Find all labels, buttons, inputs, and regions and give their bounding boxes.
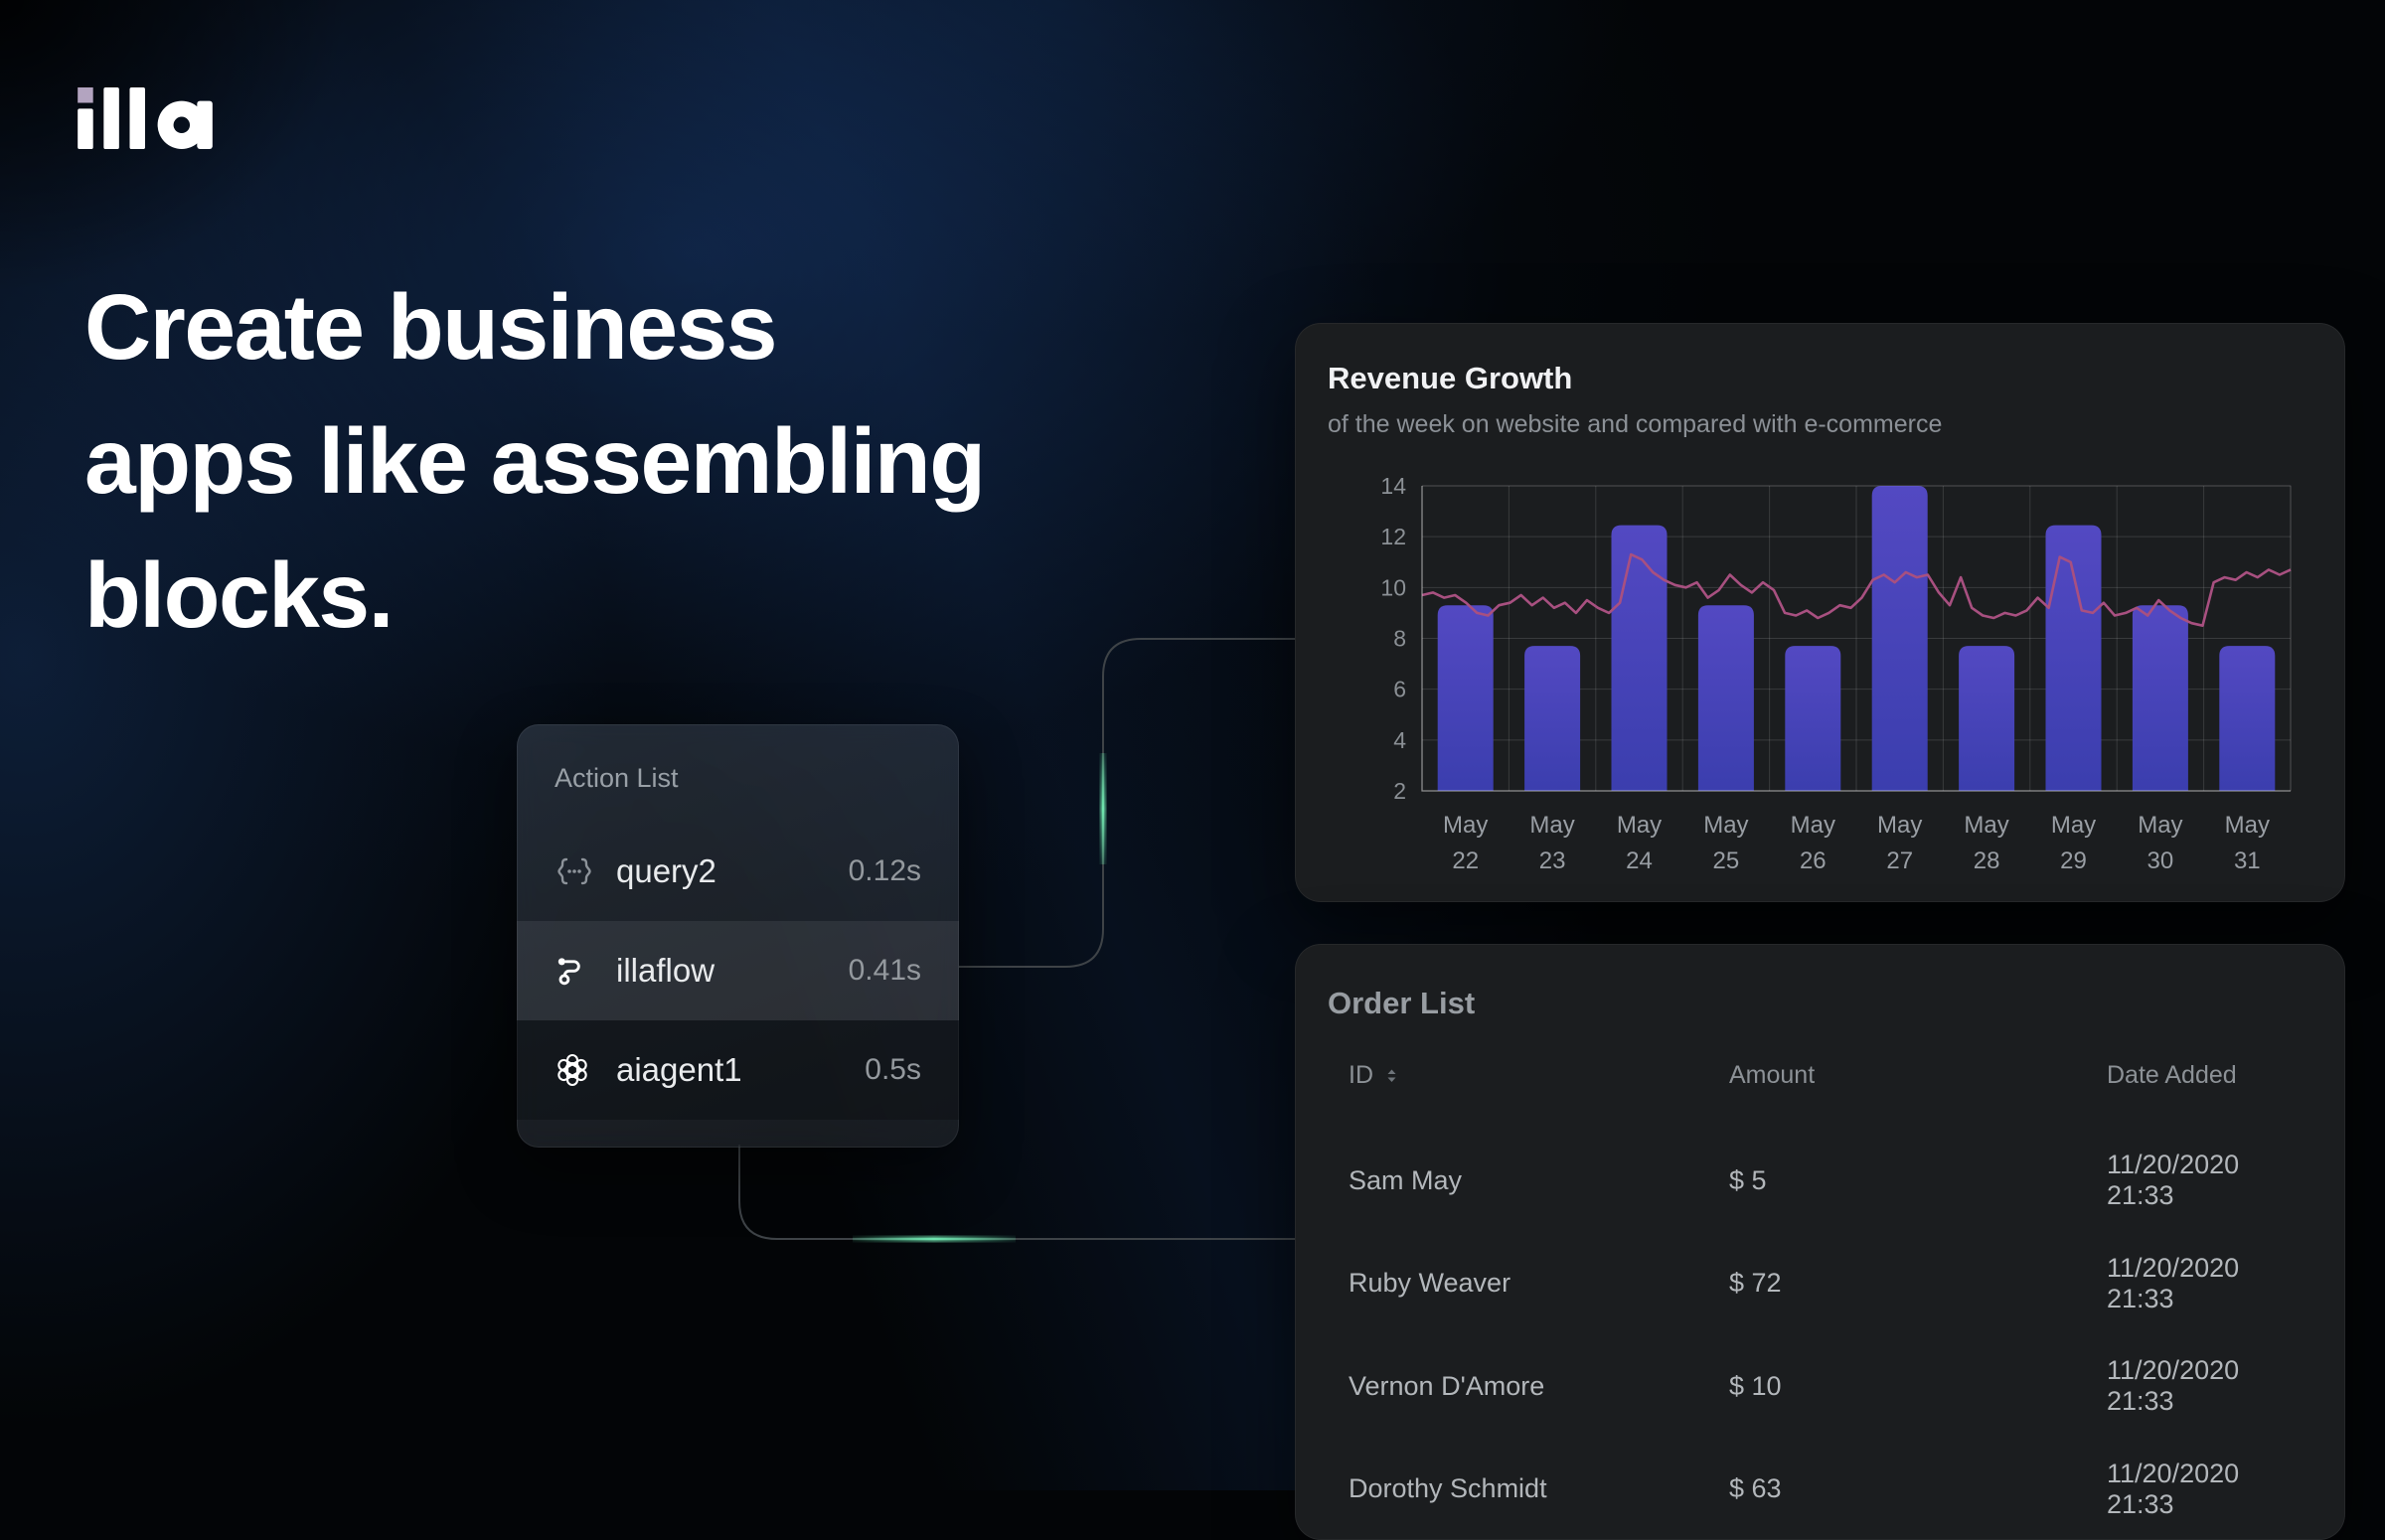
x-tick-month-28: May xyxy=(1964,812,2008,839)
hero-heading-line-1: Create business xyxy=(84,275,777,379)
x-tick-month-23: May xyxy=(1529,812,1574,839)
column-header-amount[interactable]: Amount xyxy=(1729,1061,1816,1089)
revenue-chart: 2468101214May22May23May24May25May26May27… xyxy=(1380,473,2292,874)
wire-to-revenue-chart xyxy=(959,638,1295,968)
action-list-panel: Action List query2 0.12s illaflow 0.41s … xyxy=(517,724,959,1148)
bar-may-31 xyxy=(2219,646,2276,791)
action-item-label: aiagent1 xyxy=(616,1051,742,1088)
wire-to-order-list xyxy=(738,1145,1295,1240)
y-tick-8: 8 xyxy=(1393,626,1406,652)
x-tick-day-23: 23 xyxy=(1539,847,1566,874)
revenue-card-title: Revenue Growth xyxy=(1328,361,1573,395)
column-header-date-added[interactable]: Date Added xyxy=(2107,1061,2237,1089)
x-tick-day-25: 25 xyxy=(1713,847,1740,874)
x-tick-day-31: 31 xyxy=(2234,847,2261,874)
order-cell-id: Ruby Weaver xyxy=(1349,1268,1511,1298)
order-cell-id: Sam May xyxy=(1349,1164,1463,1195)
order-list-panel: Order List ID Amount Date Added Sam May … xyxy=(1295,944,2345,1540)
plot-border xyxy=(1421,485,2292,792)
order-cell-amount: $ 5 xyxy=(1729,1164,1767,1195)
order-list-title: Order List xyxy=(1328,986,1476,1020)
bar-may-30 xyxy=(2132,605,2188,791)
sort-icon[interactable] xyxy=(1385,1068,1398,1084)
revenue-growth-panel: Revenue Growth of the week on website an… xyxy=(1295,323,2345,902)
action-list-item[interactable]: aiagent1 0.5s xyxy=(517,1020,959,1120)
order-cell-id: Vernon D'Amore xyxy=(1349,1370,1545,1401)
y-tick-12: 12 xyxy=(1380,524,1406,549)
x-tick-month-22: May xyxy=(1443,812,1488,839)
line-series-ecommerce xyxy=(1421,552,2292,628)
x-tick-day-26: 26 xyxy=(1800,847,1827,874)
hero-heading: Create business apps like assembling blo… xyxy=(84,260,986,663)
illaflow-flow-icon xyxy=(555,953,596,989)
bar-may-24 xyxy=(1611,525,1668,791)
bar-may-27 xyxy=(1871,486,1928,791)
order-table-row: Ruby Weaver $ 72 11/20/2020 21:33 xyxy=(1349,1253,2306,1314)
x-tick-month-24: May xyxy=(1617,812,1662,839)
x-tick-month-30: May xyxy=(2138,812,2182,839)
x-tick-month-27: May xyxy=(1877,812,1922,839)
bar-may-29 xyxy=(2045,525,2102,791)
action-item-label: illaflow xyxy=(616,952,716,989)
bar-may-28 xyxy=(1959,646,2015,791)
connector-wires xyxy=(738,638,1295,1243)
action-list-item[interactable]: query2 0.12s xyxy=(517,822,959,921)
x-tick-month-29: May xyxy=(2051,812,2096,839)
y-tick-10: 10 xyxy=(1380,574,1406,600)
bar-may-26 xyxy=(1785,646,1841,791)
y-tick-4: 4 xyxy=(1393,727,1406,753)
action-list-title: Action List xyxy=(555,762,679,793)
order-cell-date: 11/20/2020 21:33 xyxy=(2107,1355,2240,1416)
order-cell-id: Dorothy Schmidt xyxy=(1349,1473,1547,1503)
action-list-item[interactable]: illaflow 0.41s xyxy=(517,921,959,1020)
x-tick-day-24: 24 xyxy=(1626,847,1653,874)
revenue-card-subtitle: of the week on website and compared with… xyxy=(1328,410,1943,438)
action-item-duration: 0.41s xyxy=(848,954,921,987)
action-item-duration: 0.12s xyxy=(848,854,921,887)
y-tick-6: 6 xyxy=(1393,677,1406,702)
hero-heading-line-3: blocks. xyxy=(84,543,394,647)
order-cell-amount: $ 10 xyxy=(1729,1370,1782,1401)
order-table-header: ID Amount Date Added xyxy=(1349,1061,2306,1090)
y-tick-2: 2 xyxy=(1393,778,1406,804)
x-tick-day-22: 22 xyxy=(1452,847,1479,874)
hero-heading-line-2: apps like assembling xyxy=(84,409,986,513)
action-item-duration: 0.5s xyxy=(865,1053,921,1086)
logo-i-dot xyxy=(78,87,93,103)
x-tick-day-28: 28 xyxy=(1974,847,2000,874)
column-header-id[interactable]: ID xyxy=(1349,1061,1729,1090)
bar-may-23 xyxy=(1524,646,1581,791)
y-tick-14: 14 xyxy=(1380,473,1406,499)
x-tick-day-29: 29 xyxy=(2060,847,2087,874)
openai-icon xyxy=(555,1052,596,1088)
action-item-label: query2 xyxy=(616,852,716,889)
x-tick-month-25: May xyxy=(1703,812,1748,839)
bar-may-25 xyxy=(1697,605,1754,791)
x-tick-month-26: May xyxy=(1791,812,1835,839)
rest-api-braces-icon xyxy=(555,853,596,889)
order-cell-amount: $ 63 xyxy=(1729,1473,1782,1503)
order-cell-date: 11/20/2020 21:33 xyxy=(2107,1150,2240,1210)
order-cell-date: 11/20/2020 21:33 xyxy=(2107,1458,2240,1519)
column-header-id-label: ID xyxy=(1349,1061,1373,1089)
x-tick-day-30: 30 xyxy=(2147,847,2174,874)
order-cell-amount: $ 72 xyxy=(1729,1268,1782,1298)
action-list-rows: query2 0.12s illaflow 0.41s aiagent1 0.5… xyxy=(517,822,959,1120)
x-tick-month-31: May xyxy=(2225,812,2270,839)
illa-logo xyxy=(78,87,213,149)
x-tick-day-27: 27 xyxy=(1886,847,1913,874)
axis-lines xyxy=(1421,486,2291,792)
bar-may-22 xyxy=(1437,605,1494,791)
order-table-row: Vernon D'Amore $ 10 11/20/2020 21:33 xyxy=(1349,1355,2306,1417)
order-cell-date: 11/20/2020 21:33 xyxy=(2107,1252,2240,1313)
order-table-row: Dorothy Schmidt $ 63 11/20/2020 21:33 xyxy=(1349,1459,2306,1520)
order-table-row: Sam May $ 5 11/20/2020 21:33 xyxy=(1349,1150,2306,1211)
